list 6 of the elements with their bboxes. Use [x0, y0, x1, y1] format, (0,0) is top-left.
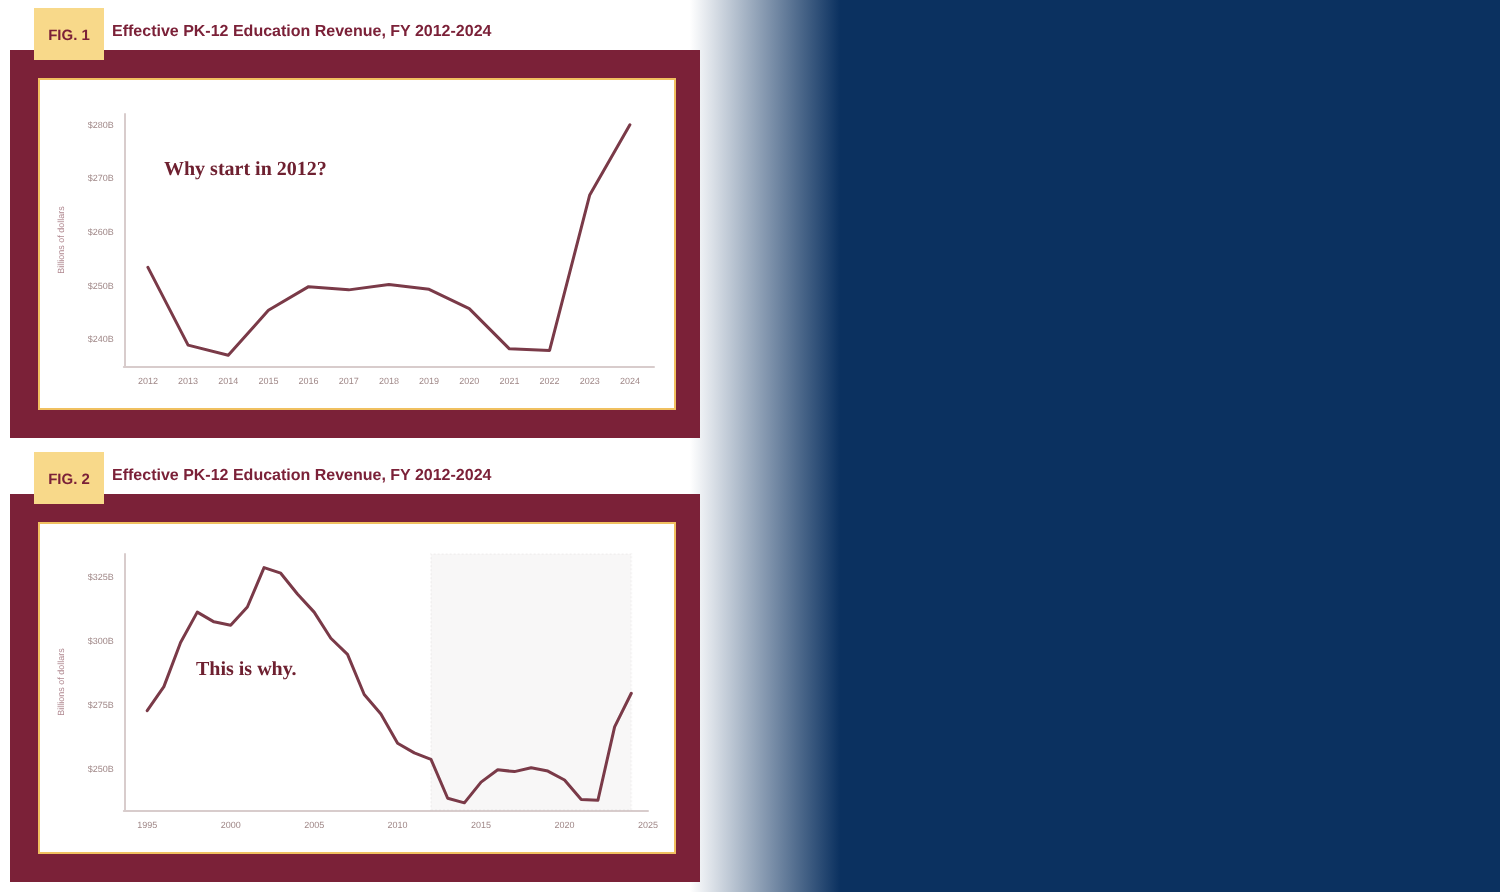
chart-title: Effective PK-12 Education Revenue, FY 2012-2024 [112, 22, 492, 40]
annotation: This is why. [196, 659, 298, 681]
line-series [146, 123, 632, 357]
annotation: Why start in 2012? [164, 159, 327, 181]
line-series [145, 566, 633, 805]
chart-title: Effective PK-12 Education Revenue, FY 2012-2024 [112, 466, 492, 484]
